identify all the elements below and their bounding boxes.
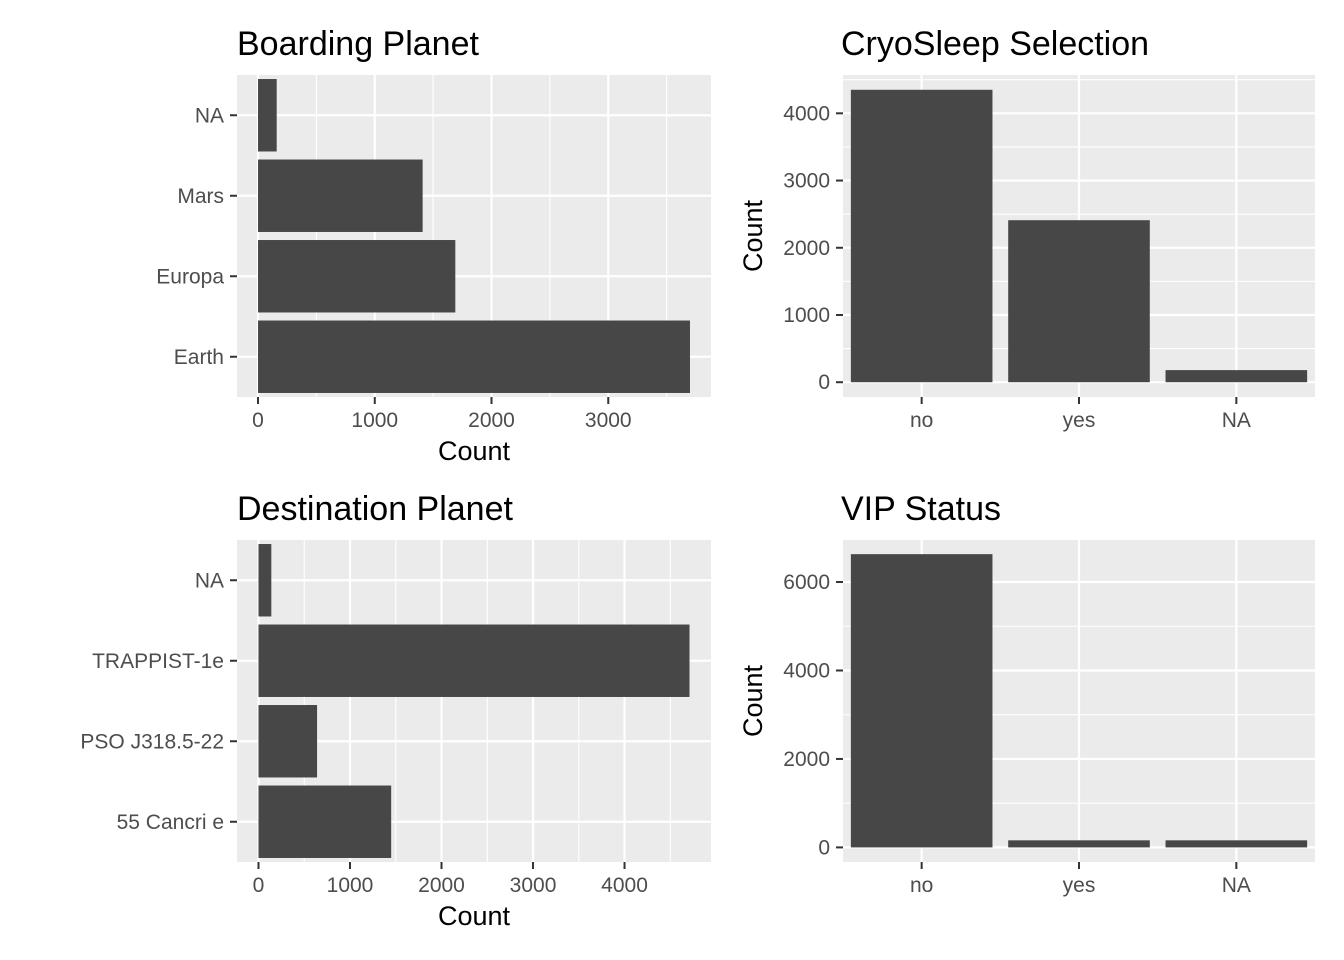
- destination-svg: Destination Planet 55 Cancri e PSO J318.5-…: [80, 490, 711, 931]
- y-tick-label-europa: Europa: [156, 265, 224, 288]
- boarding-planet-chart: Boarding Planet Earth Europa Mars NA 0 1000 200…: [0, 0, 711, 480]
- y-tick-label: 2000: [783, 237, 830, 260]
- y-tick-label: 1000: [783, 304, 830, 327]
- x-tick-label: 2000: [418, 874, 465, 897]
- bar-na: [258, 544, 272, 617]
- y-tick-label-trappist-1e: TRAPPIST-1e: [92, 650, 224, 673]
- bar-trappist-1e: [258, 624, 690, 697]
- destination-planet-chart: Destination Planet 55 Cancri e PSO J318.5-…: [0, 465, 711, 945]
- x-axis-title: Count: [438, 901, 511, 931]
- x-tick-label: 4000: [601, 874, 648, 897]
- x-tick-label-no: no: [910, 874, 933, 897]
- bar-na: [1165, 370, 1308, 383]
- x-tick-label: 1000: [351, 409, 398, 432]
- bar-na: [258, 79, 277, 152]
- chart-title: CryoSleep Selection: [841, 25, 1149, 63]
- x-axis-title: Count: [438, 436, 511, 466]
- x-tick-label: 0: [252, 409, 264, 432]
- bar-no: [850, 89, 993, 383]
- bar-yes: [1008, 220, 1150, 383]
- chart-title: VIP Status: [841, 490, 1001, 528]
- bar-yes: [1008, 840, 1150, 848]
- cryosleep-selection-chart: CryoSleep Selection no yes NA 0 1000 2000 3000 4…: [672, 0, 1344, 480]
- y-tick-label: 3000: [783, 170, 830, 193]
- cryosleep-svg: CryoSleep Selection no yes NA 0 1000 2000 3000 4…: [738, 25, 1315, 432]
- bar-na: [1165, 840, 1308, 848]
- x-tick-label-na: NA: [1222, 874, 1251, 897]
- y-tick-label-na: NA: [195, 104, 224, 127]
- bar-mars: [258, 159, 423, 232]
- y-tick-label: 6000: [783, 571, 830, 594]
- x-tick-label: 3000: [510, 874, 557, 897]
- bar-europa: [258, 240, 456, 313]
- bar-55-cancri-e: [258, 785, 392, 858]
- y-tick-label: 2000: [783, 748, 830, 771]
- y-tick-label-mars: Mars: [177, 185, 224, 208]
- bar-earth: [258, 320, 690, 393]
- y-axis-title: Count: [738, 199, 768, 272]
- bar-pso-j318-5-22: [258, 705, 318, 778]
- vip-svg: VIP Status no yes NA 0 2000 4000 6000 Count: [738, 490, 1315, 897]
- chart-title: Destination Planet: [237, 490, 514, 528]
- x-tick-label: 3000: [585, 409, 632, 432]
- bar-no: [850, 554, 993, 848]
- x-tick-label: 2000: [468, 409, 515, 432]
- x-tick-label-na: NA: [1222, 409, 1251, 432]
- x-tick-label-yes: yes: [1063, 874, 1096, 897]
- vip-status-chart: VIP Status no yes NA 0 2000 4000 6000 Count: [672, 465, 1344, 945]
- x-tick-label: 1000: [327, 874, 374, 897]
- y-tick-label: 4000: [783, 659, 830, 682]
- y-tick-label: 0: [818, 836, 830, 859]
- x-tick-label: 0: [253, 874, 265, 897]
- y-tick-label-earth: Earth: [174, 346, 224, 369]
- y-tick-label-na: NA: [195, 569, 224, 592]
- chart-title: Boarding Planet: [237, 25, 480, 63]
- boarding-svg: Boarding Planet Earth Europa Mars NA 0 1000 200…: [156, 25, 711, 466]
- y-tick-label-pso-j318-5-22: PSO J318.5-22: [80, 730, 224, 753]
- y-axis-title: Count: [738, 664, 768, 737]
- x-tick-label-yes: yes: [1063, 409, 1096, 432]
- x-tick-label-no: no: [910, 409, 933, 432]
- y-tick-label: 0: [818, 371, 830, 394]
- y-tick-label: 4000: [783, 102, 830, 125]
- y-tick-label-55-cancri-e: 55 Cancri e: [117, 811, 224, 834]
